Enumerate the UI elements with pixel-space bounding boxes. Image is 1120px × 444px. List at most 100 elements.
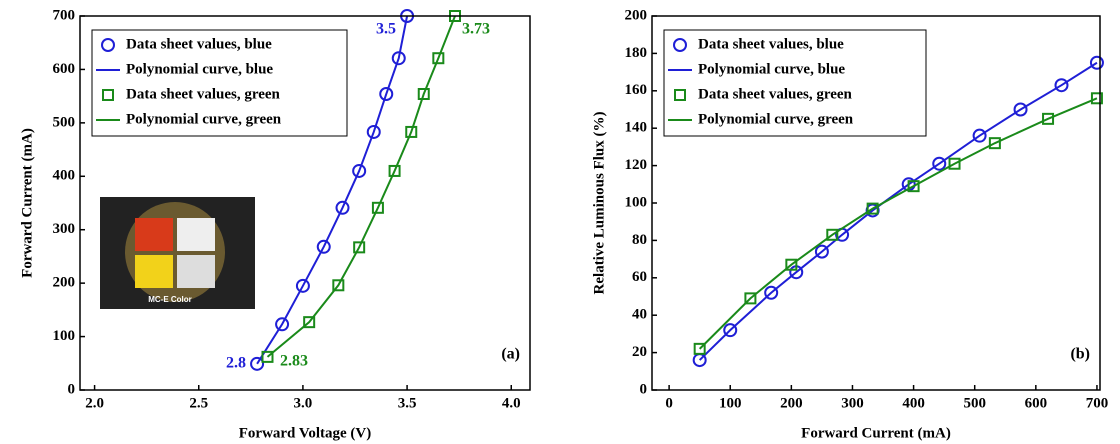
- marker: [693, 342, 706, 355]
- y-tick-label: 700: [53, 7, 76, 23]
- x-tick-label: 2.0: [85, 395, 104, 411]
- marker: [303, 316, 316, 329]
- marker: [1090, 92, 1103, 105]
- legend-label: Polynomial curve, green: [126, 111, 282, 127]
- annotation: 2.8: [226, 355, 246, 372]
- marker: [932, 156, 947, 171]
- legend-label: Data sheet values, blue: [698, 36, 844, 52]
- led-photo: MC-E Color: [100, 197, 255, 309]
- marker: [335, 200, 350, 215]
- x-tick-label: 0: [665, 395, 673, 411]
- annotation: (a): [501, 346, 520, 363]
- marker: [366, 124, 381, 139]
- marker: [388, 164, 401, 177]
- marker: [826, 228, 839, 241]
- y-tick-label: 0: [640, 381, 648, 397]
- curve: [698, 97, 1098, 350]
- marker: [744, 292, 757, 305]
- plot-frame: [651, 15, 1101, 391]
- marker: [405, 125, 418, 138]
- annotation: 2.83: [280, 353, 308, 370]
- marker: [353, 241, 366, 254]
- marker: [1054, 78, 1069, 93]
- legend-label: Data sheet values, green: [126, 86, 281, 102]
- legend-box: [663, 29, 927, 137]
- marker: [1089, 55, 1104, 70]
- marker: [972, 128, 987, 143]
- y-tick-label: 500: [53, 114, 76, 130]
- marker: [379, 87, 394, 102]
- x-tick-label: 3.0: [294, 395, 313, 411]
- marker: [250, 356, 265, 371]
- legend-swatch: [674, 89, 686, 101]
- marker: [352, 163, 367, 178]
- x-tick-label: 600: [1025, 395, 1048, 411]
- marker: [371, 201, 384, 214]
- marker: [261, 350, 274, 363]
- y-tick-label: 80: [632, 232, 647, 248]
- marker: [1013, 102, 1028, 117]
- marker: [332, 279, 345, 292]
- legend-label: Polynomial curve, blue: [698, 61, 845, 77]
- marker: [316, 239, 331, 254]
- photo-label: MC-E Color: [148, 295, 192, 304]
- marker: [295, 278, 310, 293]
- marker: [391, 51, 406, 66]
- photo-die: [177, 218, 215, 251]
- legend-label: Polynomial curve, green: [698, 111, 854, 127]
- x-axis-label: Forward Current (mA): [801, 425, 951, 441]
- y-tick-label: 600: [53, 61, 76, 77]
- marker: [814, 244, 829, 259]
- y-tick-label: 0: [68, 381, 76, 397]
- x-tick-label: 500: [963, 395, 986, 411]
- x-tick-label: 400: [902, 395, 925, 411]
- legend-swatch: [673, 38, 687, 52]
- marker: [275, 317, 290, 332]
- legend-box: [91, 29, 348, 137]
- photo-die: [177, 255, 215, 288]
- x-tick-label: 300: [841, 395, 864, 411]
- y-tick-label: 100: [53, 328, 76, 344]
- photo-die: [135, 255, 173, 288]
- marker: [432, 52, 445, 65]
- legend-label: Data sheet values, blue: [126, 36, 272, 52]
- plot-frame: [79, 15, 531, 391]
- marker: [723, 323, 738, 338]
- y-tick-label: 300: [53, 221, 76, 237]
- marker: [417, 88, 430, 101]
- marker: [764, 285, 779, 300]
- x-tick-label: 3.5: [398, 395, 417, 411]
- legend-swatch: [102, 89, 114, 101]
- legend-swatch: [101, 38, 115, 52]
- y-tick-label: 40: [632, 307, 647, 323]
- x-tick-label: 2.5: [189, 395, 208, 411]
- marker: [1042, 112, 1055, 125]
- curve: [256, 15, 409, 365]
- marker: [988, 137, 1001, 150]
- marker: [948, 157, 961, 170]
- annotation: 3.5: [376, 21, 396, 38]
- annotation: (b): [1070, 346, 1090, 363]
- x-tick-label: 200: [780, 395, 803, 411]
- photo-die: [135, 218, 173, 251]
- y-tick-label: 140: [625, 120, 648, 136]
- curve: [698, 61, 1098, 361]
- legend-label: Data sheet values, green: [698, 86, 853, 102]
- y-tick-label: 180: [625, 45, 648, 61]
- y-tick-label: 100: [625, 194, 648, 210]
- x-tick-label: 100: [719, 395, 742, 411]
- y-tick-label: 120: [625, 157, 648, 173]
- y-tick-label: 400: [53, 168, 76, 184]
- y-tick-label: 60: [632, 269, 647, 285]
- marker: [785, 258, 798, 271]
- y-tick-label: 200: [625, 7, 648, 23]
- y-axis-label: Relative Luminous Flux (%): [591, 112, 607, 295]
- x-tick-label: 700: [1086, 395, 1109, 411]
- annotation: 3.73: [462, 21, 490, 38]
- marker: [866, 202, 879, 215]
- y-tick-label: 160: [625, 82, 648, 98]
- x-tick-label: 4.0: [502, 395, 521, 411]
- y-tick-label: 200: [53, 275, 76, 291]
- legend-label: Polynomial curve, blue: [126, 61, 273, 77]
